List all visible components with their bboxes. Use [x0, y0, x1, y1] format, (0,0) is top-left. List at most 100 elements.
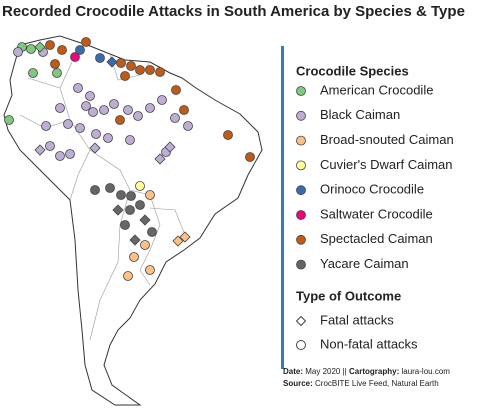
point	[88, 107, 98, 117]
point	[91, 129, 101, 139]
point	[125, 135, 135, 145]
point	[105, 183, 115, 193]
point	[26, 44, 36, 54]
point	[154, 153, 166, 165]
point	[129, 234, 141, 246]
point	[171, 85, 181, 95]
point	[183, 121, 193, 131]
point	[147, 227, 157, 237]
legend-accent	[281, 46, 284, 369]
point	[85, 91, 95, 101]
credit-text: May 2020 ||	[305, 367, 347, 376]
legend-swatch	[296, 86, 306, 96]
credit-label: Cartography:	[349, 367, 399, 376]
legend-title: Type of Outcome	[296, 288, 401, 303]
point	[63, 119, 73, 129]
point	[55, 151, 65, 161]
legend-swatch	[296, 185, 306, 196]
point	[73, 83, 83, 93]
point	[245, 152, 255, 162]
point	[157, 95, 167, 105]
point	[28, 68, 38, 78]
point	[120, 220, 130, 230]
point	[34, 144, 46, 156]
point	[55, 103, 65, 113]
land	[3, 35, 263, 406]
point	[45, 40, 55, 50]
credit-line: Date: May 2020 || Cartography: laura-lou…	[283, 367, 450, 376]
point	[89, 142, 101, 154]
point	[129, 252, 139, 262]
point	[123, 271, 133, 281]
point	[116, 58, 126, 68]
legend-label: Black Caiman	[320, 107, 400, 122]
point	[135, 181, 145, 191]
point	[179, 105, 189, 115]
point	[65, 149, 75, 159]
point	[164, 141, 176, 153]
legend-label: Cuvier's Dwarf Caiman	[320, 157, 453, 172]
point	[145, 190, 155, 200]
point	[116, 190, 126, 200]
attack-points	[4, 37, 255, 281]
point	[81, 101, 91, 111]
legend-swatch	[296, 160, 306, 171]
point	[125, 205, 135, 215]
point	[41, 121, 51, 131]
point	[52, 68, 62, 78]
point	[95, 53, 105, 63]
point	[57, 45, 67, 55]
legend-label: Fatal attacks	[320, 312, 394, 327]
legend-swatch	[296, 340, 306, 350]
credit-line: Source: CrocBITE Live Feed, Natural Eart…	[283, 379, 439, 388]
legend-label: American Crocodile	[320, 82, 433, 97]
point	[103, 133, 113, 143]
point	[75, 123, 85, 133]
point	[99, 105, 109, 115]
legend-label: Spectacled Caiman	[320, 231, 433, 246]
legend-label: Orinoco Crocodile	[320, 182, 424, 197]
legend-swatch	[296, 135, 306, 146]
point	[123, 105, 133, 115]
legend-swatch	[296, 110, 306, 121]
point	[179, 231, 191, 243]
point	[112, 204, 124, 216]
point	[135, 200, 145, 210]
point	[139, 214, 151, 226]
point	[126, 191, 136, 201]
credit-label: Source:	[283, 379, 313, 388]
point	[133, 111, 143, 121]
point	[145, 103, 155, 113]
legend-swatch	[296, 210, 306, 220]
point	[126, 61, 136, 71]
credit-text: laura-lou.com	[401, 367, 450, 376]
point	[135, 65, 145, 75]
legend-swatch	[296, 259, 306, 270]
species-legend: American Crocodile Black Caiman Broad-snou…	[296, 82, 454, 271]
credit-text: CrocBITE Live Feed, Natural Earth	[315, 379, 439, 388]
credit-label: Date:	[283, 367, 303, 376]
title: Recorded Crocodile Attacks in South Amer…	[2, 3, 465, 20]
legend-swatch	[296, 234, 306, 245]
legend-label: Saltwater Crocodile	[320, 206, 433, 221]
point	[170, 113, 180, 123]
point	[13, 47, 23, 57]
point	[106, 56, 118, 68]
outcome-legend: Fatal attacks Non-fatal attacks	[295, 312, 418, 351]
point	[70, 52, 80, 62]
point	[4, 115, 14, 125]
point	[45, 141, 55, 151]
point	[172, 235, 184, 247]
point	[145, 65, 155, 75]
legend-title: Crocodile Species	[296, 63, 409, 78]
legend-label: Non-fatal attacks	[320, 336, 418, 351]
point	[50, 59, 60, 69]
legend-label: Yacare Caiman	[320, 256, 409, 271]
point	[109, 99, 119, 109]
legend-label: Broad-snouted Caiman	[320, 132, 454, 147]
point	[115, 115, 125, 125]
point	[81, 37, 91, 47]
point	[155, 67, 165, 77]
point	[223, 130, 233, 140]
